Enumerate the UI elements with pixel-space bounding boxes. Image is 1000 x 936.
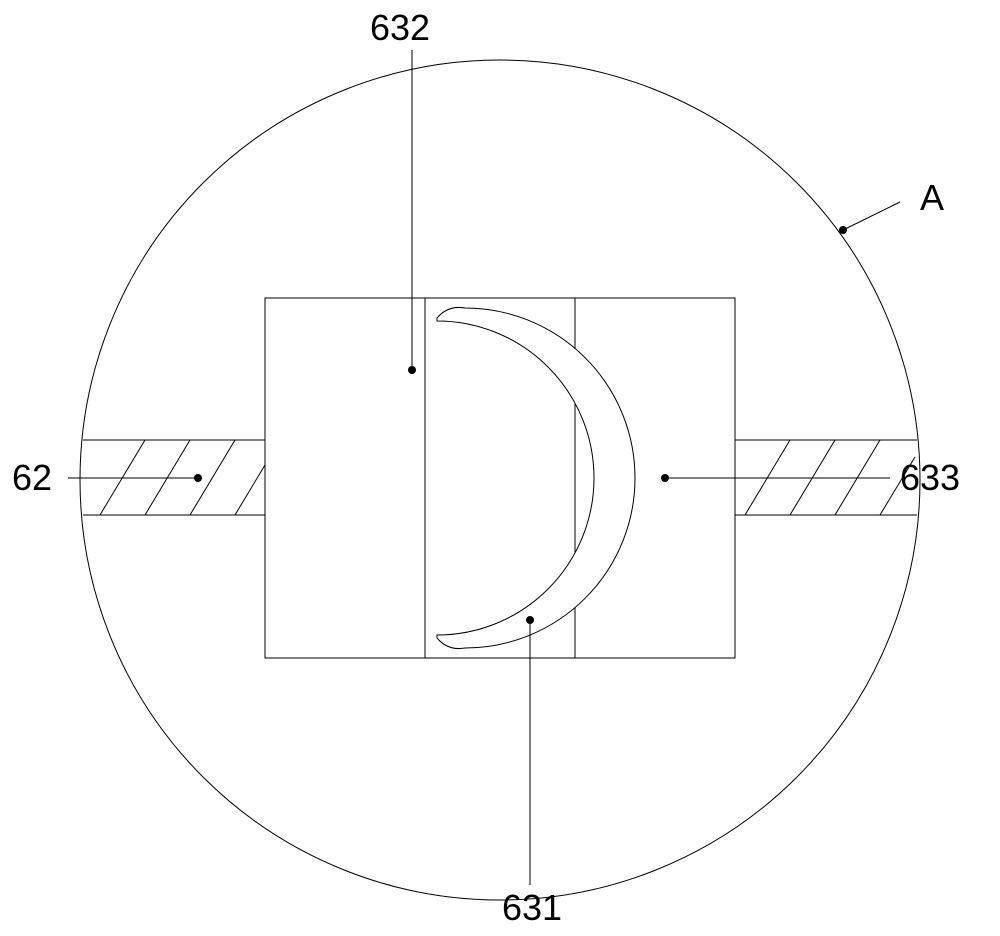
label-631-text: 631 (502, 887, 562, 928)
technical-diagram: 632 A 62 633 631 (0, 0, 1000, 936)
label-62: 62 (12, 457, 202, 498)
left-block (265, 298, 425, 658)
label-62-text: 62 (12, 457, 52, 498)
diagram-svg: 632 A 62 633 631 (0, 0, 1000, 936)
label-A: A (839, 177, 944, 234)
label-631: 631 (502, 616, 562, 928)
label-633-text: 633 (900, 457, 960, 498)
label-632-text: 632 (370, 7, 430, 48)
label-A-text: A (920, 177, 944, 218)
detail-circle (80, 60, 920, 900)
